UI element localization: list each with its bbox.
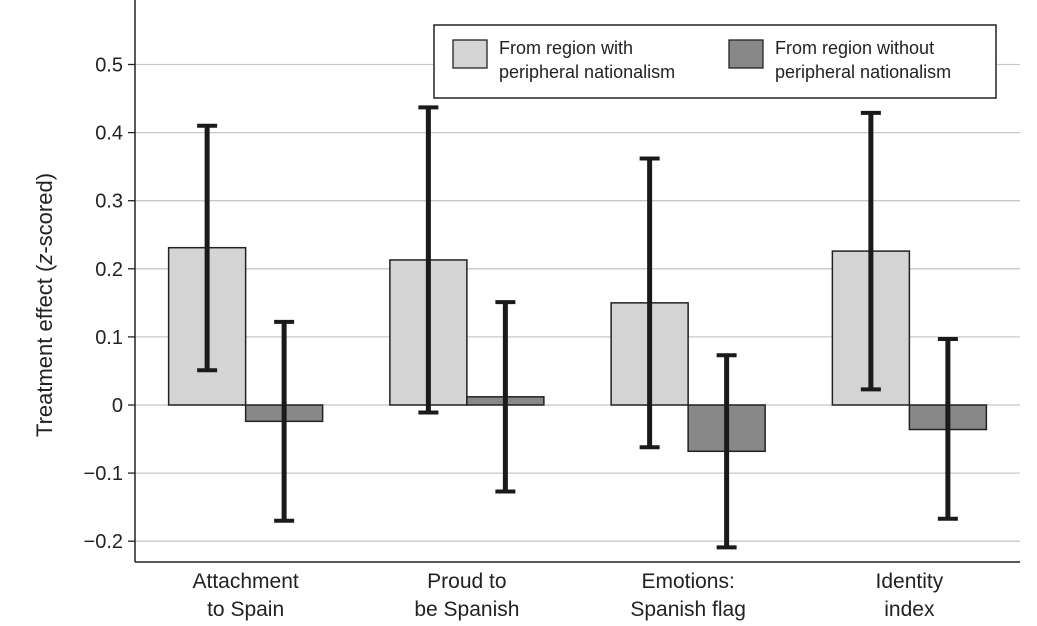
- y-axis-title-part: -scored): [32, 173, 57, 254]
- legend-label: peripheral nationalism: [775, 62, 951, 82]
- x-category-label: Spanish flag: [630, 598, 746, 621]
- x-category-label: Emotions:: [641, 570, 734, 593]
- x-category-label: be Spanish: [414, 598, 519, 621]
- bars: [167, 246, 988, 453]
- y-tick-label: −0.2: [84, 531, 123, 553]
- y-tick-label: 0.3: [95, 191, 123, 213]
- x-category-label: Attachment: [193, 570, 299, 593]
- legend: From region with peripheral nationalism Fr…: [433, 24, 997, 99]
- y-tick-label: 0.2: [95, 259, 123, 281]
- x-category-label: index: [884, 598, 935, 621]
- x-category-labels: Attachment to Spain Proud to be Spanish Emot…: [193, 570, 944, 621]
- axes: [128, 0, 1020, 563]
- y-tick-label: 0: [112, 395, 123, 417]
- y-axis-title-part: z: [32, 254, 57, 266]
- legend-swatch: [452, 39, 488, 69]
- y-tick-label: 0.5: [95, 55, 123, 77]
- legend-swatch: [728, 39, 764, 69]
- x-category-label: Identity: [876, 570, 944, 593]
- y-axis-title-text: Treatment effect (z-scored): [32, 173, 57, 437]
- y-tick-label: 0.4: [95, 123, 123, 145]
- y-axis-title-part: Treatment effect (: [32, 264, 57, 437]
- legend-label: peripheral nationalism: [499, 62, 675, 82]
- error-bars: [197, 105, 958, 550]
- y-tick-label: −0.1: [84, 463, 123, 485]
- y-tick-label: 0.1: [95, 327, 123, 349]
- x-category-label: to Spain: [207, 598, 284, 621]
- x-category-label: Proud to: [427, 570, 506, 593]
- y-tick-labels: −0.2 −0.1 0 0.1 0.2 0.3 0.4 0.5: [84, 55, 123, 554]
- y-axis-title: Treatment effect (z-scored): [32, 173, 57, 437]
- legend-box: [433, 24, 997, 99]
- legend-label: From region with: [499, 38, 633, 58]
- legend-label: From region without: [775, 38, 934, 58]
